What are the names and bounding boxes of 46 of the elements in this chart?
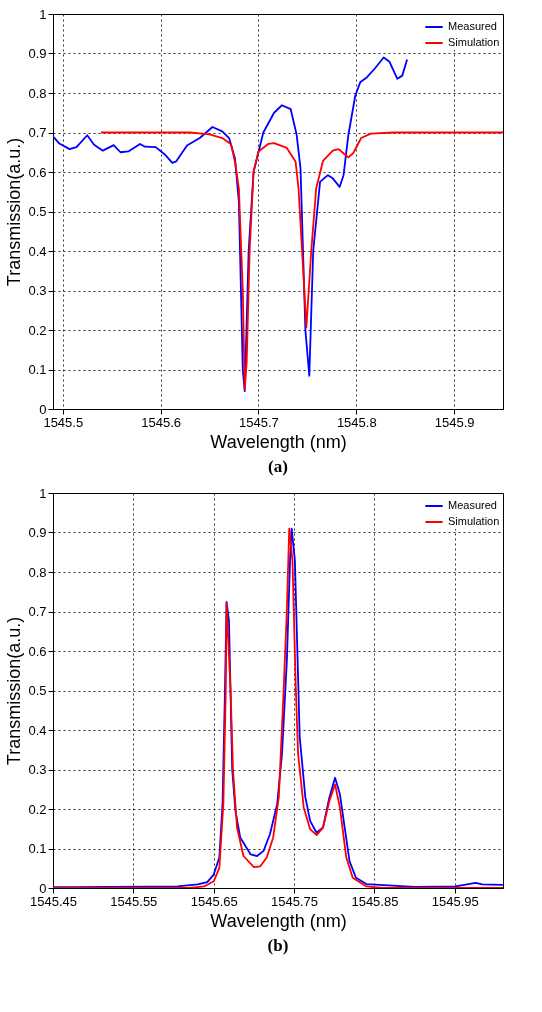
x-tick-label: 1545.75 [271,893,319,909]
x-tick-label: 1545.5 [43,414,84,430]
y-tick-label: 0.9 [28,525,47,540]
y-tick-label: 0.1 [28,362,47,377]
y-tick-label: 1 [39,485,47,501]
y-tick-label: 0.6 [28,164,47,180]
text: (b) [267,936,289,955]
y-axis-title: Transmission(a.u.) [4,616,25,766]
y-tick-label: 0.1 [28,841,47,856]
y-tick-label: 1 [39,6,47,22]
y-tick-label: 0.3 [28,762,47,777]
legend-label: Simulation [448,515,500,527]
x-tick-label: 1545.6 [141,414,181,430]
y-tick-label: 0.4 [28,243,47,259]
line-series [53,527,503,888]
x-tick-label: 1545.45 [30,893,77,909]
y-tick-label: 0.5 [28,204,47,219]
y-tick-label: 0 [39,401,47,417]
x-tick-label: 1545.65 [190,893,238,909]
y-tick-label: 0.7 [28,604,47,619]
legend-label: Simulation [448,36,500,48]
x-tick-label: 1545.7 [239,414,279,430]
y-tick-label: 0.2 [28,801,47,817]
y-tick-label: 0.5 [28,683,47,698]
x-tick-label: 1545.85 [351,893,399,909]
line-series [53,56,409,393]
y-tick-label: 0.4 [28,722,47,738]
legend-label: Measured [448,20,497,32]
y-tick-label: 0.8 [28,85,47,101]
y-tick-label: 0.3 [28,283,47,298]
y-tick-label: 0.8 [28,564,47,580]
y-tick-label: 0.2 [28,322,47,338]
y-tick-label: 0.7 [28,125,47,140]
x-tick-label: 1545.9 [434,414,475,430]
y-tick-label: 0.6 [28,643,47,659]
x-axis-title: Wavelength (nm) [210,431,347,452]
x-tick-label: 1545.95 [431,893,479,909]
x-tick-label: 1545.55 [110,893,158,909]
legend-label: Measured [448,499,497,511]
x-axis-title: Wavelength (nm) [210,910,347,931]
line-series [100,131,503,391]
y-axis-title: Transmission(a.u.) [4,137,25,287]
y-tick-label: 0.9 [28,46,47,61]
y-tick-label: 0 [39,880,47,896]
text: (a) [268,457,288,476]
x-tick-label: 1545.8 [336,414,377,430]
